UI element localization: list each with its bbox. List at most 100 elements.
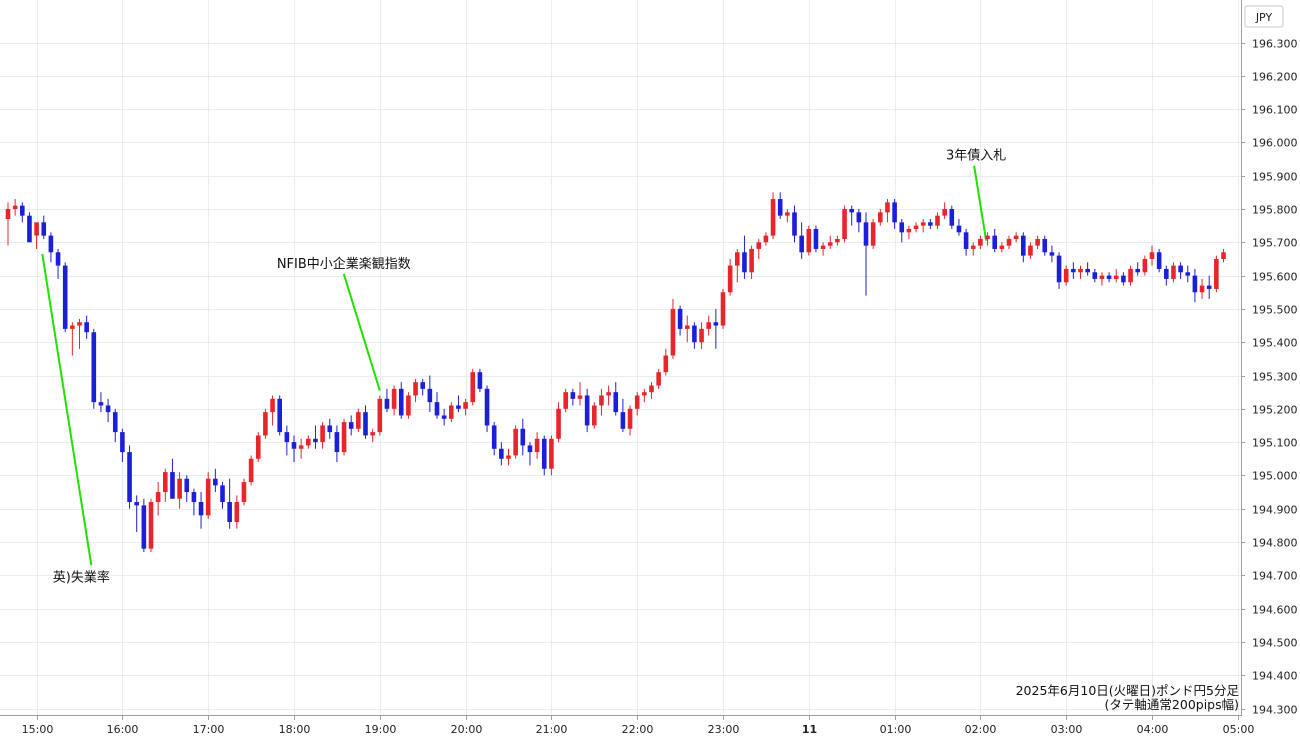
candle-body	[878, 212, 883, 223]
candle	[191, 488, 197, 516]
candle-body	[27, 215, 32, 243]
time-tick-label: 05:00	[1223, 723, 1255, 736]
candle-body	[742, 252, 747, 273]
candle-body	[963, 232, 969, 249]
candle-body	[806, 228, 812, 253]
candle-body	[1113, 275, 1119, 279]
annotation-line	[342, 273, 381, 391]
price-tick-label: 196.200	[1252, 71, 1298, 84]
candle-body	[148, 502, 154, 549]
candle	[98, 392, 104, 413]
candle-body	[627, 408, 633, 429]
candle-body	[313, 438, 318, 443]
chart-caption-line1: 2025年6月10日(火曜日)ポンド円5分足	[1016, 683, 1240, 698]
price-tick-label: 196.000	[1252, 137, 1298, 150]
candle	[406, 392, 411, 419]
price-tick-label: 195.100	[1252, 437, 1298, 450]
candle-body	[763, 235, 769, 243]
candle	[441, 408, 447, 426]
price-axis: 196.300 196.200 196.100 196.000 195.900 195.8…	[1241, 38, 1298, 717]
candle	[592, 402, 597, 429]
candle	[377, 395, 383, 436]
candle-body	[398, 388, 404, 416]
candle	[749, 245, 754, 279]
candle	[298, 438, 304, 459]
candle	[863, 212, 869, 296]
candle	[449, 402, 454, 423]
candle-body	[899, 222, 905, 233]
candle	[870, 218, 876, 249]
candle	[584, 388, 590, 433]
candle	[334, 425, 340, 463]
price-tick-label: 194.800	[1252, 537, 1298, 550]
candle-body	[334, 432, 340, 453]
price-tick-label: 195.400	[1252, 337, 1298, 350]
time-tick-label: 21:00	[536, 723, 568, 736]
candle-body	[98, 402, 104, 406]
candle	[1063, 265, 1069, 286]
candle-body	[920, 222, 926, 226]
candle-body	[956, 225, 962, 233]
candle	[1185, 265, 1191, 283]
candle-body	[112, 412, 118, 433]
price-tick-label: 194.400	[1252, 670, 1298, 683]
time-tick-label: 22:00	[622, 723, 654, 736]
candle	[835, 235, 840, 246]
candle	[970, 242, 976, 256]
candle	[313, 425, 318, 449]
candle-body	[470, 372, 476, 403]
candle-body	[1006, 238, 1012, 246]
candle	[534, 432, 540, 459]
candle-body	[463, 402, 468, 409]
candle	[1142, 255, 1148, 276]
candle-body	[720, 292, 726, 326]
candle	[234, 495, 240, 529]
time-tick-label: 01:00	[880, 723, 912, 736]
candle-body	[277, 398, 282, 433]
candle	[1171, 262, 1176, 283]
candle	[1092, 268, 1098, 283]
candle	[563, 388, 568, 413]
candle	[985, 232, 990, 246]
candle	[291, 435, 297, 463]
candle-body	[613, 392, 619, 413]
candle-body	[1135, 268, 1140, 273]
price-tick-label: 194.600	[1252, 604, 1298, 617]
candle	[91, 328, 97, 409]
candle-body	[949, 209, 955, 226]
candle-body	[434, 402, 440, 416]
candle-body	[677, 308, 683, 329]
candle-body	[499, 448, 504, 459]
candle-body	[1049, 252, 1055, 256]
candle	[842, 205, 847, 243]
candle-body	[584, 395, 590, 426]
candle	[763, 232, 769, 246]
candle-body	[1121, 275, 1126, 283]
candle-body	[1178, 265, 1183, 273]
candle-body	[913, 225, 919, 229]
candle-body	[770, 199, 776, 236]
time-tick-label: 23:00	[708, 723, 740, 736]
price-tick-label: 195.900	[1252, 171, 1298, 184]
candle	[41, 215, 47, 239]
candle-body	[1149, 252, 1155, 259]
candle	[570, 388, 576, 406]
candle-body	[449, 405, 454, 419]
candle-body	[785, 212, 790, 216]
candle-body	[1171, 265, 1176, 279]
candle-body	[985, 235, 990, 239]
candle-body	[756, 242, 762, 249]
candle-body	[849, 209, 854, 213]
candle-body	[856, 212, 862, 223]
candle-body	[649, 385, 654, 393]
candle-body	[227, 502, 232, 523]
candle	[327, 418, 333, 439]
candle	[999, 242, 1005, 253]
candle	[1106, 272, 1112, 283]
candle	[105, 398, 111, 423]
candle-body	[706, 322, 711, 329]
gridlines	[0, 0, 1241, 715]
candle-body	[713, 322, 719, 326]
annotation-lines	[41, 165, 988, 566]
